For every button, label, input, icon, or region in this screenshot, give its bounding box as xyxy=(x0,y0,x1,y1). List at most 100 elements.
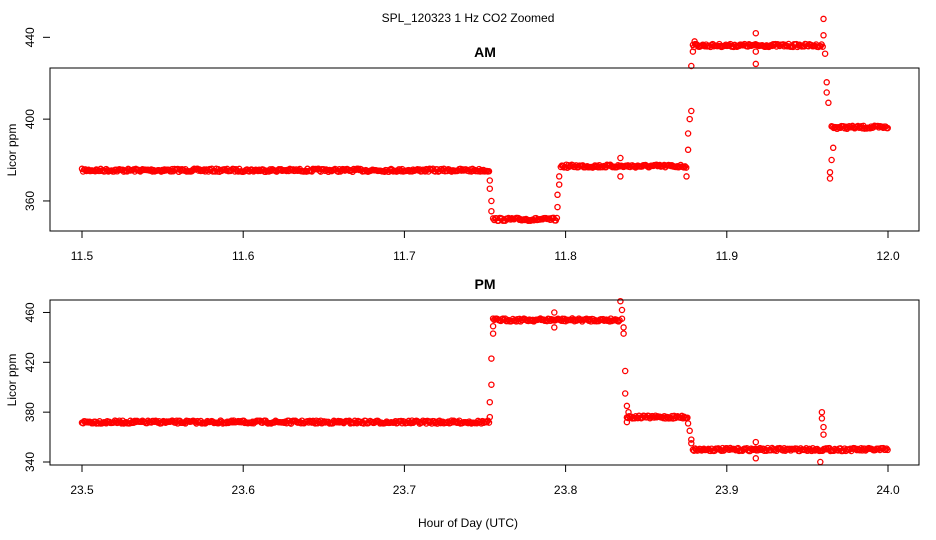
data-point xyxy=(623,402,631,410)
y-tick-label: 380 xyxy=(23,402,37,422)
data-point xyxy=(625,408,632,416)
data-point xyxy=(826,175,834,182)
data-point xyxy=(617,154,624,162)
pm-y-axis-label: Licor ppm xyxy=(5,354,19,407)
y-tick-label: 340 xyxy=(23,452,37,472)
x-tick-label: 23.6 xyxy=(232,483,256,497)
x-tick-label: 23.7 xyxy=(393,483,417,497)
data-point xyxy=(680,164,688,171)
data-point xyxy=(617,297,624,305)
data-point xyxy=(486,177,494,184)
data-point xyxy=(820,15,827,23)
x-tick-label: 23.8 xyxy=(554,483,578,497)
data-point xyxy=(688,107,695,115)
data-point xyxy=(820,423,827,431)
data-point xyxy=(684,420,692,427)
data-point xyxy=(884,446,891,454)
data-point xyxy=(489,315,497,322)
data-point xyxy=(882,446,889,454)
am-y-axis-label: Licor ppm xyxy=(5,124,19,177)
data-point xyxy=(691,38,698,45)
y-tick-label: 460 xyxy=(23,302,37,322)
data-point xyxy=(684,130,692,137)
data-point xyxy=(617,173,624,180)
data-point xyxy=(721,42,729,49)
data-point xyxy=(620,330,627,337)
data-point xyxy=(686,427,693,435)
pm-panel: PM Licor ppm 23.5 23.6 23.7 23.8 23.9 24.0 340… xyxy=(5,276,920,497)
data-point xyxy=(884,124,891,132)
pm-plot-frame xyxy=(49,299,920,466)
am-panel-title: AM xyxy=(474,44,496,60)
data-point xyxy=(752,29,760,37)
data-point xyxy=(752,438,760,446)
data-point xyxy=(591,162,599,169)
data-point xyxy=(821,50,829,57)
data-point xyxy=(681,163,689,170)
data-point xyxy=(823,89,830,96)
data-point xyxy=(752,60,760,68)
data-point xyxy=(222,419,230,427)
data-point xyxy=(623,418,631,426)
data-point xyxy=(818,415,826,422)
data-point xyxy=(554,203,561,211)
data-point xyxy=(818,408,826,416)
y-tick-label: 440 xyxy=(23,27,37,47)
data-point xyxy=(485,168,493,175)
x-tick-label: 12.0 xyxy=(876,249,900,263)
data-point xyxy=(817,458,824,466)
data-point xyxy=(829,144,837,152)
data-point xyxy=(488,207,495,215)
data-point xyxy=(486,413,494,421)
x-tick-label: 11.7 xyxy=(393,249,416,263)
x-tick-label: 24.0 xyxy=(876,483,900,497)
y-tick-label: 400 xyxy=(23,109,37,129)
x-tick-label: 23.5 xyxy=(70,483,94,497)
data-point xyxy=(689,48,697,55)
y-tick-label: 420 xyxy=(23,352,37,372)
data-point xyxy=(551,309,558,316)
x-tick-label: 11.9 xyxy=(716,249,739,263)
y-tick-label: 360 xyxy=(23,191,37,211)
data-point xyxy=(688,436,695,443)
data-point xyxy=(775,41,782,48)
data-point xyxy=(486,185,494,192)
data-point xyxy=(752,48,760,55)
figure-x-axis-label: Hour of Day (UTC) xyxy=(418,516,518,530)
data-point xyxy=(618,315,626,322)
data-point xyxy=(255,166,263,174)
x-tick-label: 11.6 xyxy=(232,249,255,263)
data-point xyxy=(618,306,626,314)
figure-title: SPL_120323 1 Hz CO2 Zoomed xyxy=(382,11,555,25)
data-point xyxy=(555,173,563,180)
data-point xyxy=(551,324,558,331)
x-tick-label: 11.5 xyxy=(71,249,94,263)
am-panel: AM Licor ppm 11.5 11.6 11.7 11.8 11.9 12.0 360… xyxy=(5,15,920,263)
data-point xyxy=(820,431,827,438)
data-point xyxy=(620,324,627,331)
data-point xyxy=(489,330,497,337)
pm-panel-title: PM xyxy=(475,276,496,292)
data-point xyxy=(826,169,834,176)
data-point xyxy=(688,62,695,70)
data-point xyxy=(486,398,494,406)
x-tick-label: 11.8 xyxy=(554,249,577,263)
data-point xyxy=(825,99,832,107)
data-point xyxy=(686,115,693,123)
data-point xyxy=(489,322,497,330)
data-point xyxy=(488,381,495,388)
data-point xyxy=(621,390,629,397)
data-point xyxy=(555,181,563,188)
data-point xyxy=(819,43,826,50)
data-point xyxy=(828,156,835,164)
data-point xyxy=(874,122,882,130)
data-point xyxy=(682,164,690,171)
data-point xyxy=(752,455,760,462)
data-point xyxy=(883,445,890,452)
data-point xyxy=(621,367,629,375)
data-point xyxy=(820,32,827,39)
data-point xyxy=(488,355,495,362)
data-point xyxy=(823,79,830,86)
x-tick-label: 23.9 xyxy=(715,483,739,497)
